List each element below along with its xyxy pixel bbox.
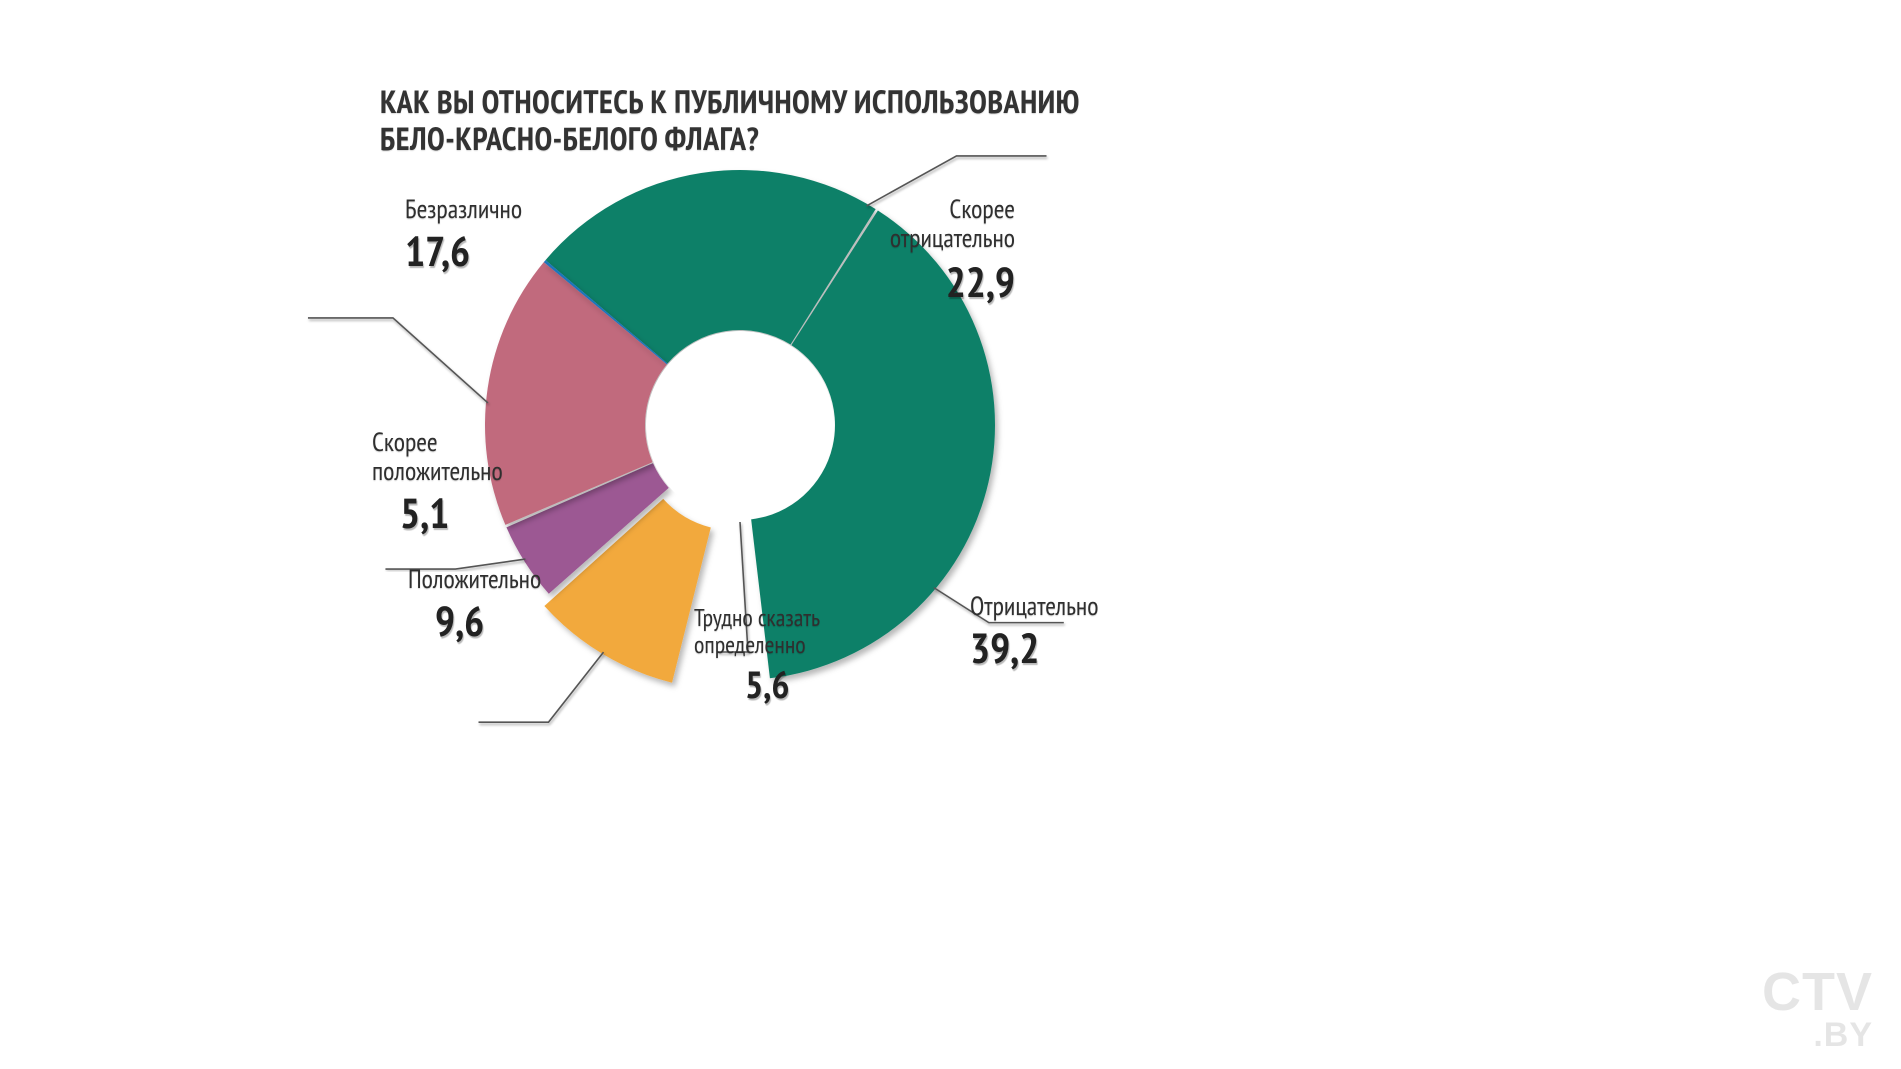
- callout-label-hard_to_say: Трудно сказать определенно: [694, 605, 820, 659]
- callout-label-positive: Положительно: [408, 565, 541, 594]
- watermark: CTV .BY: [1762, 967, 1873, 1051]
- chart-stage: КАК ВЫ ОТНОСИТЕСЬ К ПУБЛИЧНОМУ ИСПОЛЬЗОВ…: [0, 0, 1901, 1069]
- callout-label-indifferent: Безразлично: [405, 195, 522, 224]
- leader-positive: [479, 652, 604, 722]
- donut-svg: [0, 0, 1901, 1069]
- watermark-line2: .BY: [1762, 1019, 1873, 1051]
- callout-label-rather_positive: Скорее положительно: [372, 428, 503, 486]
- callout-value-rather_negative: 22,9: [946, 254, 1015, 309]
- callout-value-indifferent: 17,6: [405, 223, 470, 278]
- callout-value-rather_positive: 5,1: [400, 485, 449, 540]
- callout-value-hard_to_say: 5,6: [745, 660, 790, 709]
- leader-indifferent: [308, 318, 488, 403]
- callout-label-rather_negative: Скорее отрицательно: [890, 195, 1015, 253]
- donut-hole: [646, 331, 834, 519]
- callout-label-negative: Отрицательно: [970, 592, 1098, 621]
- callout-value-positive: 9,6: [435, 593, 484, 648]
- watermark-line1: CTV: [1762, 967, 1873, 1018]
- callout-value-negative: 39,2: [970, 620, 1039, 675]
